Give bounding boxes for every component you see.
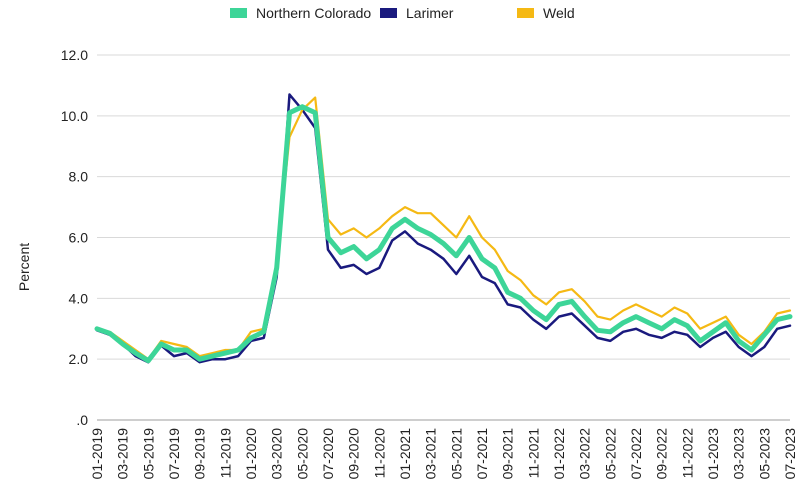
x-tick-label: 05-2021 — [448, 428, 464, 480]
x-tick-label: 11-2020 — [371, 428, 387, 479]
legend-swatch — [230, 8, 247, 18]
y-tick-label: 2.0 — [69, 351, 89, 367]
x-tick-label: 09-2019 — [192, 428, 208, 480]
y-axis-title: Percent — [16, 243, 32, 291]
x-tick-label: 05-2023 — [756, 428, 772, 480]
y-tick-label: 6.0 — [69, 230, 89, 246]
x-tick-label: 07-2023 — [782, 428, 798, 480]
x-tick-label: 01-2019 — [89, 428, 105, 480]
series-lines — [94, 93, 793, 364]
y-tick-label: 4.0 — [69, 290, 89, 306]
legend-item-weld: Weld — [517, 5, 575, 21]
y-tick-label: .0 — [76, 412, 88, 428]
legend: Northern Colorado Larimer Weld — [230, 5, 575, 21]
legend-swatch — [517, 8, 534, 18]
x-tick-label: 05-2022 — [602, 428, 618, 480]
x-tick-label: 07-2021 — [474, 428, 490, 480]
x-tick-label: 11-2019 — [217, 428, 233, 479]
legend-item-northern-colorado: Northern Colorado — [230, 5, 371, 21]
x-tick-label: 03-2021 — [423, 428, 439, 480]
legend-item-larimer: Larimer — [380, 5, 454, 21]
x-tick-label: 01-2021 — [397, 428, 413, 480]
x-tick-label: 09-2020 — [346, 428, 362, 480]
x-tick-label: 01-2023 — [705, 428, 721, 480]
x-tick-label: 03-2023 — [731, 428, 747, 480]
gridlines — [97, 54, 790, 421]
x-tick-label: 11-2022 — [679, 428, 695, 479]
x-tick-label: 09-2022 — [654, 428, 670, 480]
y-tick-label: 12.0 — [61, 47, 88, 63]
x-axis-ticks: 01-2019 03-2019 05-2019 07-2019 09-2019 11-20… — [89, 428, 798, 480]
legend-swatch — [380, 8, 397, 18]
y-axis-ticks: .0 2.0 4.0 6.0 8.0 10.0 12.0 — [61, 47, 88, 428]
x-tick-label: 03-2020 — [269, 428, 285, 480]
x-tick-label: 03-2022 — [577, 428, 593, 480]
legend-label: Northern Colorado — [256, 5, 371, 21]
series-line-larimer — [95, 93, 792, 364]
y-tick-label: 8.0 — [69, 169, 89, 185]
x-tick-label: 11-2021 — [525, 428, 541, 479]
x-tick-label: 01-2020 — [243, 428, 259, 480]
y-tick-label: 10.0 — [61, 108, 88, 124]
x-tick-label: 09-2021 — [500, 428, 516, 480]
x-tick-label: 07-2019 — [166, 428, 182, 480]
x-tick-label: 05-2019 — [140, 428, 156, 480]
x-tick-label: 07-2022 — [628, 428, 644, 480]
series-line-weld — [95, 96, 792, 361]
x-tick-label: 03-2019 — [115, 428, 131, 480]
x-tick-label: 07-2020 — [320, 428, 336, 480]
x-tick-label: 05-2020 — [294, 428, 310, 480]
series-line-northern-colorado — [94, 104, 793, 364]
x-tick-label: 01-2022 — [551, 428, 567, 480]
legend-label: Larimer — [406, 5, 454, 21]
legend-label: Weld — [543, 5, 575, 21]
